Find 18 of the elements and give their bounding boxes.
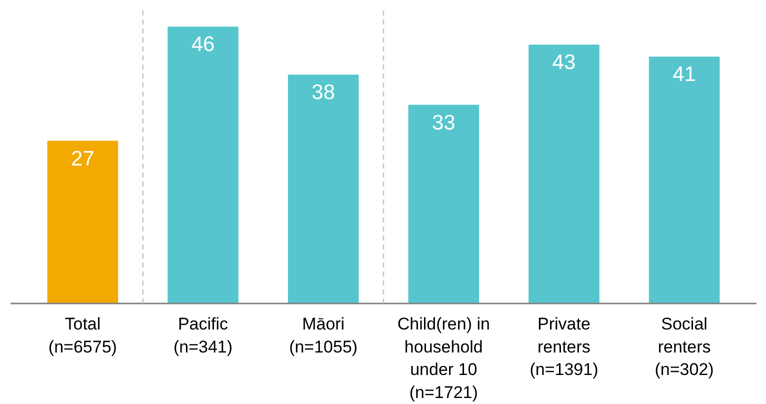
data-label: 46 [191, 33, 215, 56]
x-tick-label: Māori (n=1055) [289, 314, 358, 356]
data-label: 27 [71, 147, 94, 170]
bar [528, 44, 600, 304]
data-label: 38 [312, 81, 336, 104]
data-label: 33 [432, 111, 456, 134]
x-tick-label: Pacific (n=341) [173, 314, 233, 356]
data-label: 43 [552, 51, 576, 74]
x-tick-label: Child(ren) in household under 10 (n=1721) [397, 314, 490, 402]
bar [168, 26, 238, 304]
x-tick-label: Total (n=6575) [48, 314, 117, 356]
x-tick-label: Social renters (n=302) [654, 314, 714, 380]
x-tick-label: Private renters (n=1391) [530, 314, 598, 380]
data-label: 41 [672, 63, 696, 86]
bar [648, 56, 720, 304]
bar [408, 104, 480, 304]
bar [47, 140, 118, 304]
bar [288, 74, 359, 304]
